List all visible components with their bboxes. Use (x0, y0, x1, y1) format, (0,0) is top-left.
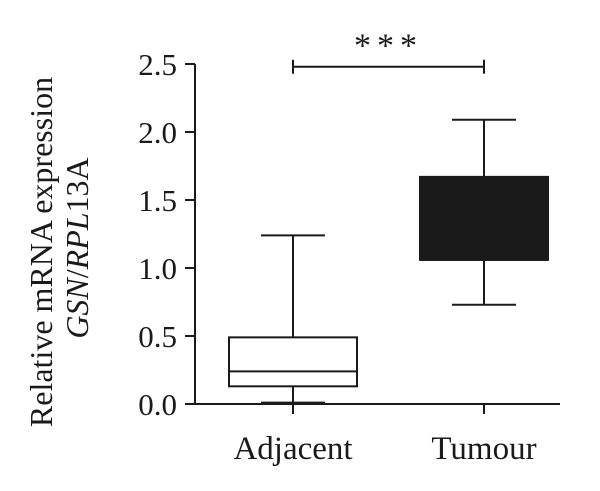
y-axis-label-line1: Relative mRNA expression (23, 77, 59, 427)
y-tick-label: 1.5 (138, 183, 177, 218)
box-adjacent (228, 234, 358, 404)
y-tick-label: 2.5 (138, 47, 177, 82)
box-iqr (419, 175, 549, 261)
y-axis-label-sep: / (59, 269, 95, 278)
y-tick-label: 2.0 (138, 115, 177, 150)
x-axis: Adjacent Tumour (195, 403, 560, 467)
y-axis-label-suffix: 13A (59, 157, 95, 212)
box-tumour (419, 118, 549, 306)
significance-label: *** (354, 28, 423, 65)
y-axis-label: Relative mRNA expression GSN/RPL13A (23, 69, 95, 427)
y-axis-label-gene: GSN (59, 277, 95, 339)
y-axis-label-ref: RPL (59, 212, 95, 270)
y-tick-label: 0.0 (138, 387, 177, 422)
box-series (228, 118, 549, 404)
y-tick-label: 1.0 (138, 251, 177, 286)
box-iqr (228, 336, 358, 388)
y-tick-label: 0.5 (138, 319, 177, 354)
y-axis: 0.0 0.5 1.0 1.5 2.0 2.5 (138, 47, 196, 422)
x-tick-label: Tumour (431, 431, 536, 467)
x-tick-label: Adjacent (233, 431, 352, 467)
significance-annotation: *** (292, 28, 485, 74)
